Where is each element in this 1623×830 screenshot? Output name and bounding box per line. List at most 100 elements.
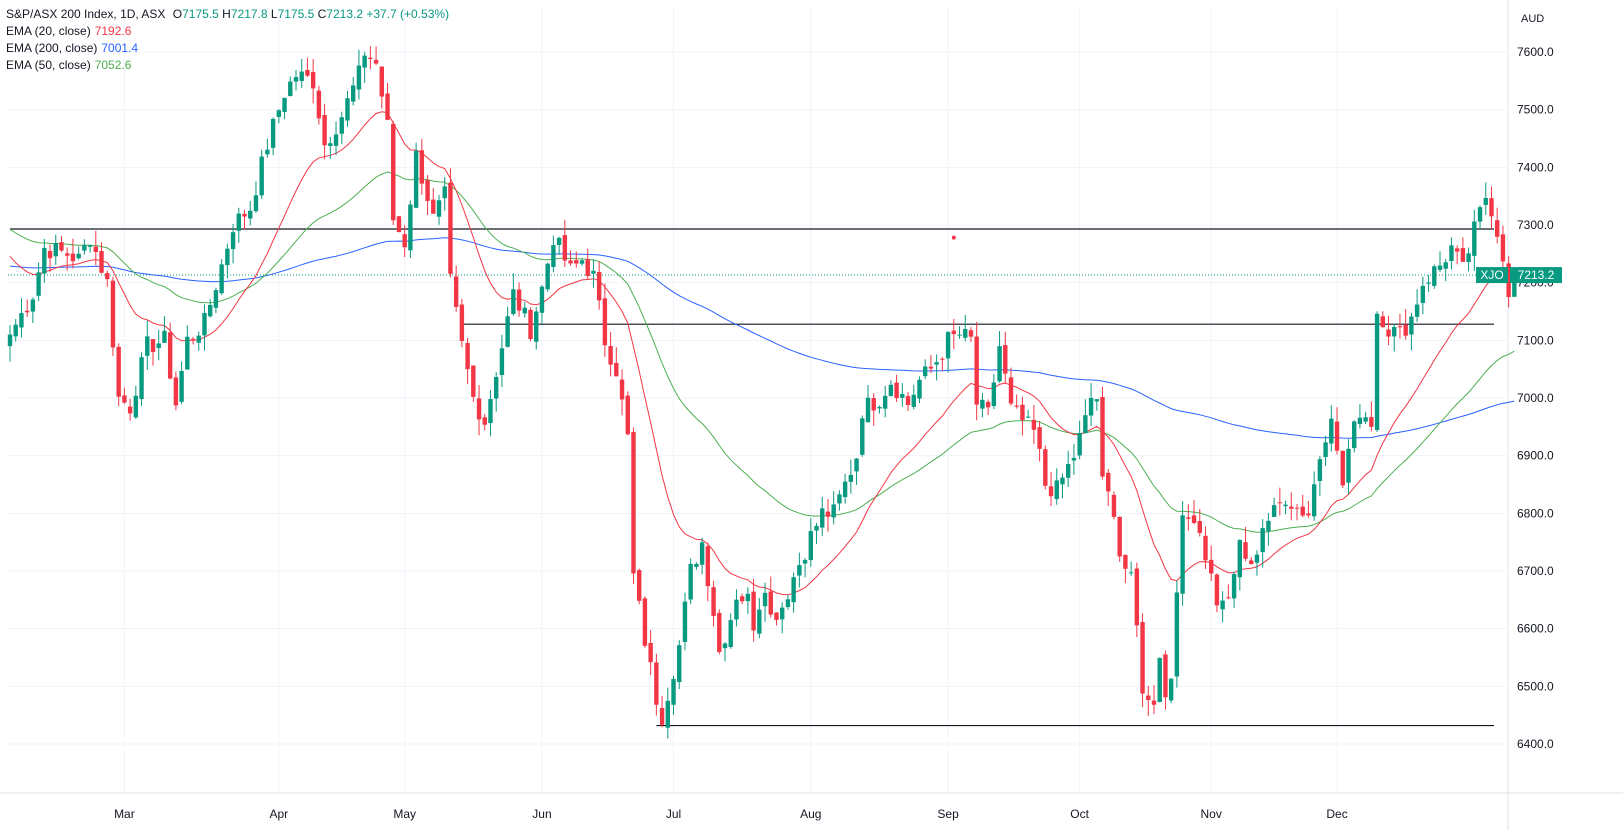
candle [1477, 205, 1483, 230]
candle [173, 371, 179, 411]
candle [871, 393, 876, 426]
candle [1289, 492, 1294, 521]
candle-body [1437, 265, 1443, 270]
candle-body [1146, 695, 1151, 700]
candle [476, 384, 482, 436]
candle-body [47, 250, 53, 259]
candle [1094, 399, 1099, 411]
candle [36, 262, 41, 302]
candle-body [322, 115, 327, 146]
candle [985, 399, 991, 415]
time-axis[interactable]: Mar Apr May Jun Jul Aug Sep Oct Nov Dec [114, 807, 1348, 821]
candle-body [774, 612, 779, 620]
candle-body [659, 708, 665, 725]
candle [373, 46, 379, 66]
candle [1117, 516, 1122, 562]
candle-body [882, 395, 888, 409]
candle-body [556, 237, 562, 245]
candle [122, 387, 127, 405]
change-value: +37.7 (+0.53%) [366, 7, 450, 21]
candle-body [436, 200, 442, 217]
candle [425, 175, 430, 216]
candle [1003, 331, 1008, 384]
candle [757, 597, 762, 639]
candle [814, 522, 819, 545]
candle [1466, 247, 1471, 272]
candle-body [928, 366, 934, 369]
candle [1083, 399, 1088, 434]
candle-body [230, 232, 236, 250]
candle-body [339, 117, 344, 134]
low-value: 7175.5 [277, 7, 315, 21]
candle-body [980, 399, 985, 409]
candle-body [494, 377, 499, 399]
candle-body [76, 253, 81, 259]
indicator-label: EMA (20, close) [6, 24, 91, 38]
candle-body [842, 481, 848, 498]
candle [1134, 562, 1140, 638]
price-tick-label: 7100.0 [1517, 333, 1554, 347]
candle-body [1151, 700, 1157, 705]
candle-body [1420, 285, 1426, 303]
candle-body [299, 71, 304, 82]
indicator-ema20[interactable]: EMA (20, close) 7192.6 [6, 23, 449, 40]
candle [734, 589, 739, 627]
candle-body [87, 245, 93, 247]
candle [1054, 468, 1059, 505]
candle [356, 49, 362, 100]
candle-body [722, 643, 728, 649]
candle-body [1311, 484, 1317, 517]
candle-body [1037, 427, 1042, 449]
indicator-ema50[interactable]: EMA (50, close) 7052.6 [6, 57, 449, 74]
candle [1311, 471, 1317, 521]
candle [1249, 557, 1254, 565]
indicator-label: EMA (50, close) [6, 58, 91, 72]
candle-body [413, 150, 419, 208]
indicator-ema200[interactable]: EMA (200, close) 7001.4 [6, 40, 449, 57]
candle [225, 243, 230, 279]
candle [625, 391, 630, 436]
candle [785, 594, 791, 610]
candle [505, 306, 510, 348]
candle [110, 276, 116, 356]
candle-body [30, 299, 36, 312]
candle [1077, 420, 1082, 460]
candle [448, 168, 453, 278]
candle-body [654, 662, 659, 705]
indicator-value: 7001.4 [101, 41, 139, 55]
candle-body [1014, 405, 1019, 407]
candle-body [133, 395, 139, 418]
candle-body [476, 398, 482, 420]
last-price-tag: XJO 7213.2 [1476, 267, 1562, 284]
candle [522, 301, 527, 318]
candle-body [402, 234, 407, 248]
candle [30, 297, 36, 324]
candle [1460, 237, 1466, 262]
candle [351, 77, 356, 106]
candle [1489, 186, 1494, 230]
candle-body [1174, 592, 1180, 677]
candle [614, 347, 619, 377]
candle-body [213, 290, 219, 308]
candle-body [934, 362, 939, 365]
candle [831, 491, 836, 525]
candle-body [631, 431, 636, 574]
horizontal-lines [8, 228, 1508, 727]
candle [802, 557, 808, 578]
candle-body [797, 565, 802, 576]
candle [1506, 256, 1511, 308]
price-axis[interactable]: AUD 7600.07500.07400.07300.07200.07100.0… [1517, 13, 1554, 751]
candle-body [1117, 516, 1122, 557]
candle-body [648, 643, 653, 663]
candle-body [196, 335, 201, 343]
candle [974, 321, 979, 421]
candle [391, 120, 396, 226]
candle-body [1003, 345, 1008, 374]
candle-body [1483, 197, 1488, 205]
candle-body [328, 143, 333, 146]
candle-body [968, 330, 974, 337]
candle-body [682, 601, 688, 642]
candle-body [1357, 417, 1363, 424]
candle-body [699, 542, 705, 565]
